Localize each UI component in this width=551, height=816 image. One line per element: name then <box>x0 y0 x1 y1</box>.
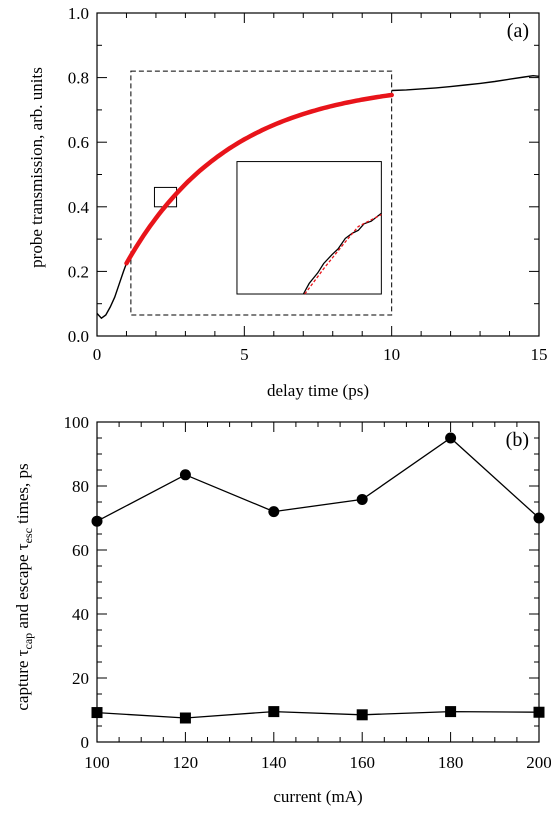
panel-b-y-tick-label: 40 <box>72 605 89 624</box>
panel-b-circle-marker <box>533 512 545 524</box>
panel-b-y-tick-label: 60 <box>72 541 89 560</box>
panel-b-series-square-line <box>96 710 540 719</box>
panel-b-circle-marker <box>91 515 103 527</box>
panel-b-x-tick-label: 100 <box>84 753 110 772</box>
panel-a-data-trace-early <box>96 263 128 320</box>
panel-b-square-marker <box>268 706 280 718</box>
panel-b-label: (b) <box>506 429 529 451</box>
panel-a-y-tick-label: 0.0 <box>68 327 89 346</box>
panel-a-y-tick-label: 0.2 <box>68 262 89 281</box>
panel-b-x-tick-label: 160 <box>349 753 375 772</box>
panel-b-circle-marker <box>356 493 368 505</box>
panel-a-x-axis-label: delay time (ps) <box>267 381 369 400</box>
panel-b-y-tick-label: 20 <box>72 669 89 688</box>
panel-b-series-circle-line <box>96 437 540 522</box>
panel-b-square-marker <box>91 707 103 719</box>
panel-b-y-tick-label: 0 <box>81 733 90 752</box>
panel-a-fit-region-box <box>130 70 393 316</box>
panel-b-y-tick-label: 100 <box>64 413 90 432</box>
panel-a-data-trace-late <box>391 74 540 92</box>
panel-b-frame <box>96 421 540 743</box>
y-label-text: capture τ <box>13 649 32 710</box>
inset-fit-trace <box>304 214 382 295</box>
panel-b-y-axis-label: capture τcap and escape τesc times, ps <box>13 463 35 710</box>
panel-a-x-tick-label: 15 <box>531 345 548 364</box>
y-label-subscript: cap <box>21 633 35 650</box>
panel-b-square-marker <box>356 709 368 721</box>
panel-b-square-marker <box>445 706 457 718</box>
panel-a-x-tick-label: 10 <box>383 345 400 364</box>
panel-b-circle-marker <box>179 469 191 481</box>
panel-a-x-tick-label: 0 <box>93 345 102 364</box>
y-label-text: and escape τ <box>13 543 32 633</box>
panel-a-x-tick-label: 5 <box>240 345 249 364</box>
panel-a-y-tick-label: 0.6 <box>68 133 89 152</box>
panel-b-y-tick-label: 80 <box>72 477 89 496</box>
panel-b-x-tick-label: 120 <box>173 753 199 772</box>
panel-a-y-axis-label: probe transmission, arb. units <box>27 67 46 268</box>
panel-b-circle-marker <box>268 506 280 518</box>
panel-b-x-tick-label: 200 <box>526 753 551 772</box>
panel-b-square-marker <box>533 706 545 718</box>
panel-a-label: (a) <box>507 20 529 42</box>
y-label-subscript: esc <box>21 528 35 543</box>
panel-a-y-tick-label: 0.4 <box>68 198 90 217</box>
panel-b-x-axis-label: current (mA) <box>273 787 362 806</box>
panel-a-y-tick-label: 1.0 <box>68 4 89 23</box>
panel-b-square-marker <box>179 712 191 724</box>
inset-data-trace <box>302 212 382 295</box>
panel-a-y-tick-label: 0.8 <box>68 69 89 88</box>
panel-b-x-tick-label: 140 <box>261 753 287 772</box>
panel-a-inset-box <box>236 161 382 295</box>
panel-b-x-tick-label: 180 <box>438 753 464 772</box>
y-label-text: times, ps <box>13 463 32 528</box>
panel-b-circle-marker <box>445 432 457 444</box>
panel-a-fit-curve <box>124 92 394 266</box>
